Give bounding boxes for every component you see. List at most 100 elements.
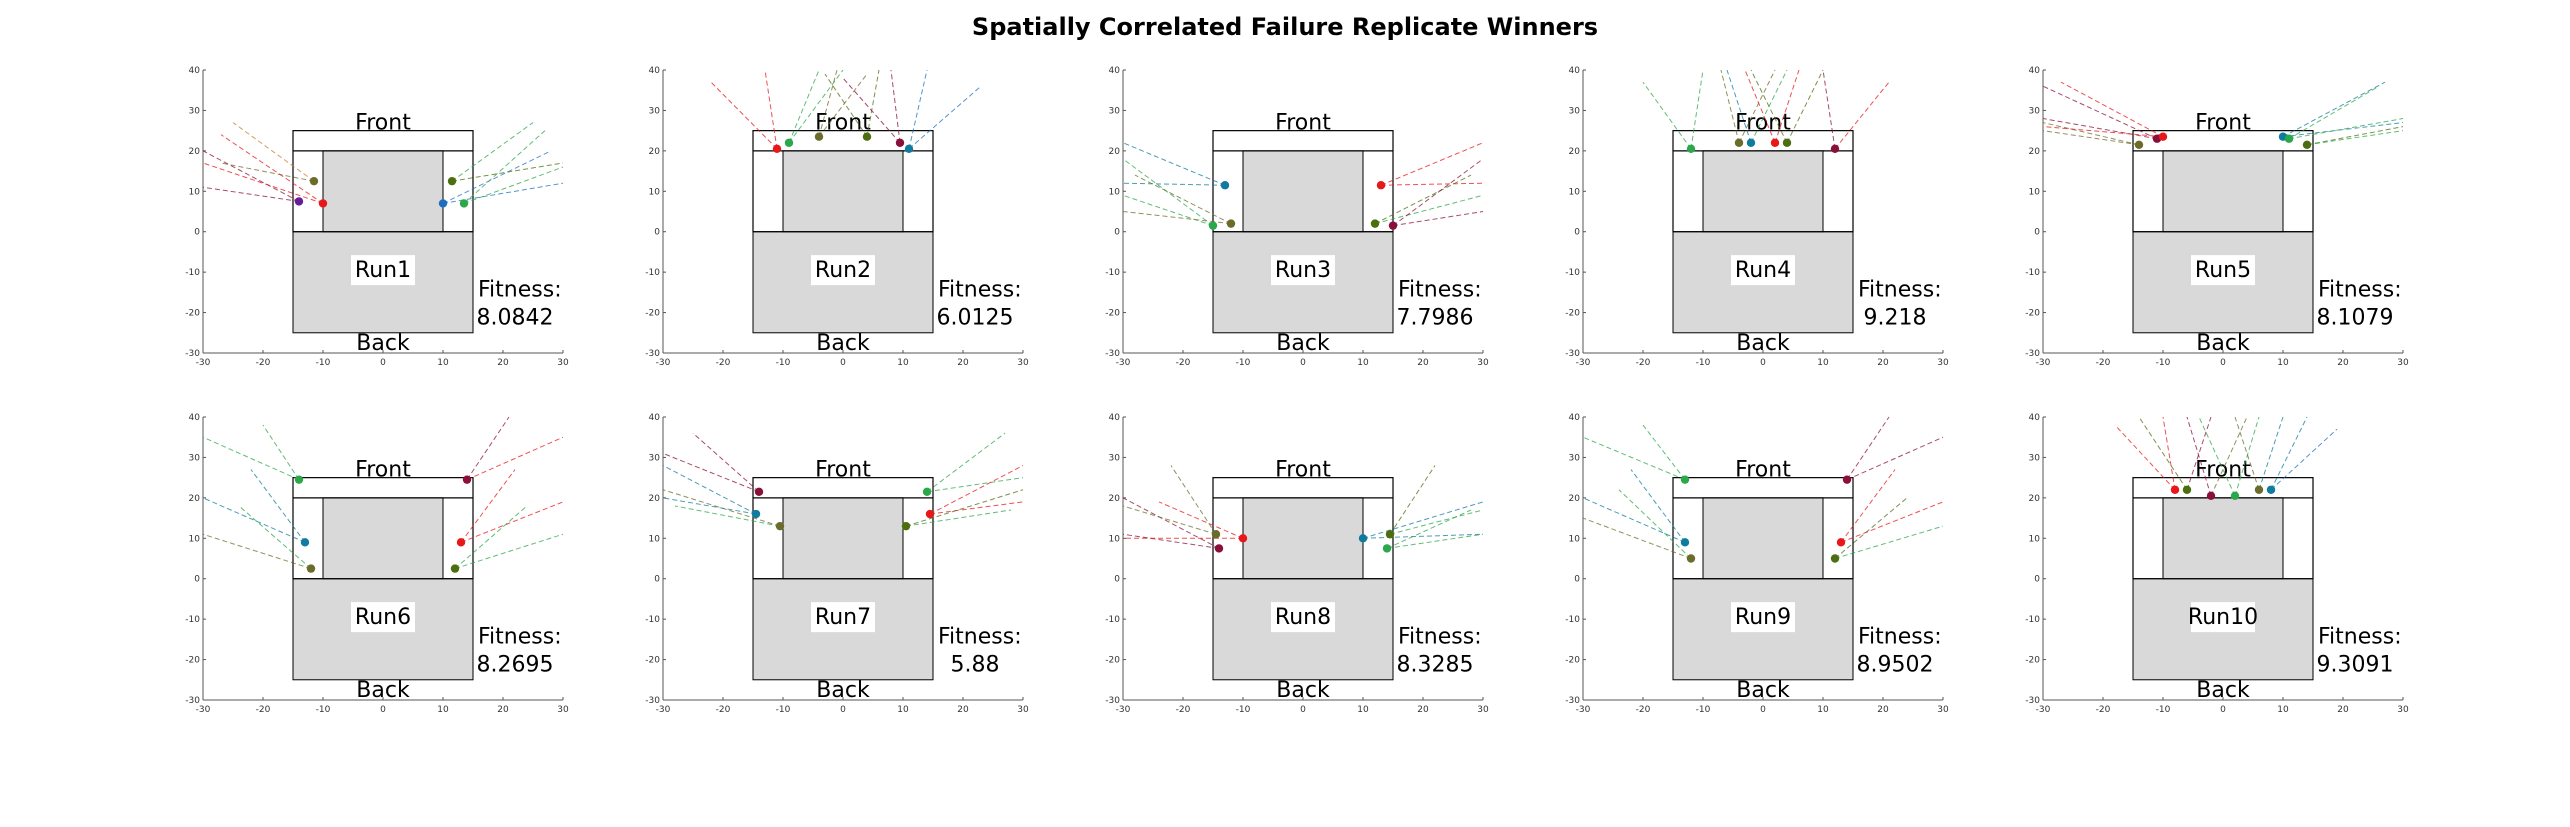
- sensor-ray: [1122, 194, 1214, 227]
- x-tick-label: -20: [1636, 705, 1651, 715]
- sensor-point: [1208, 221, 1218, 230]
- fitness-label: Fitness:: [1858, 624, 1942, 649]
- y-tick-label: 20: [649, 147, 661, 157]
- y-tick-label: 40: [189, 413, 201, 423]
- y-tick-label: -10: [1565, 268, 1580, 278]
- sensor-point: [450, 564, 460, 573]
- sensor-point: [922, 487, 932, 496]
- y-tick-label: 20: [649, 494, 661, 504]
- sensor-point: [1214, 544, 1224, 553]
- sensor-point: [775, 521, 785, 531]
- sensor-ray: [2270, 428, 2338, 491]
- x-tick-label: 10: [1357, 705, 1369, 715]
- front-label: Front: [1275, 458, 1331, 483]
- fitness-label: Fitness:: [2318, 277, 2402, 302]
- y-tick-label: 0: [654, 228, 660, 238]
- sensor-ray: [1690, 69, 1704, 149]
- y-tick-label: -20: [185, 309, 200, 319]
- x-tick-label: 20: [497, 705, 509, 715]
- y-tick-label: -30: [1565, 696, 1580, 706]
- sensor-ray: [2234, 416, 2260, 496]
- sensor-ray: [1122, 533, 1220, 549]
- sensor-ray: [842, 77, 901, 144]
- sensor-point: [895, 138, 905, 147]
- y-tick-label: 0: [1574, 228, 1580, 238]
- x-tick-label: 20: [2337, 705, 2349, 715]
- sensor-ray: [908, 69, 928, 149]
- sensor-ray: [2060, 81, 2164, 138]
- x-tick-label: 20: [957, 358, 969, 368]
- sensor-point: [447, 176, 457, 186]
- sensor-ray: [1834, 81, 1890, 150]
- run-label-box: [1731, 255, 1795, 286]
- x-tick-label: -10: [1696, 705, 1711, 715]
- sensor-ray: [220, 134, 324, 204]
- sensor-ray: [1774, 69, 1800, 143]
- sensor-point: [1782, 138, 1792, 147]
- body-core-section: [322, 497, 444, 580]
- sensor-ray: [2234, 416, 2260, 490]
- x-tick-label: 30: [557, 358, 569, 368]
- sensor-ray: [2042, 118, 2158, 140]
- y-tick-label: 10: [189, 187, 201, 197]
- sensor-point: [462, 475, 472, 484]
- y-tick-label: 30: [1569, 453, 1581, 463]
- x-tick-label: -30: [1576, 358, 1591, 368]
- back-label: Back: [356, 678, 410, 703]
- sensor-point: [1686, 144, 1696, 154]
- sensor-point: [862, 132, 872, 141]
- panel-1: -30 -20 -10 0 10 20 30 -30 -20 -10 0 10 20 30 40 Front B…: [185, 66, 569, 368]
- y-tick-label: -30: [185, 696, 200, 706]
- body-core-section: [322, 150, 444, 233]
- y-tick-label: 10: [2029, 534, 2041, 544]
- sensor-ray: [2306, 126, 2404, 146]
- sensor-ray: [442, 182, 564, 204]
- x-tick-label: 30: [1937, 358, 1949, 368]
- y-tick-label: 0: [1114, 575, 1120, 585]
- sensor-ray: [1158, 501, 1244, 539]
- run-label: Run4: [1735, 258, 1791, 283]
- y-tick-label: 20: [1569, 494, 1581, 504]
- sensor-ray: [1642, 424, 1686, 480]
- x-tick-label: 10: [1817, 358, 1829, 368]
- sensor-ray: [460, 469, 516, 543]
- sensor-point: [2284, 134, 2294, 143]
- sensor-ray: [1744, 69, 1776, 143]
- x-tick-label: -20: [1176, 705, 1191, 715]
- run-label-box: [1271, 602, 1335, 633]
- sensor-ray: [451, 162, 564, 182]
- y-tick-label: -10: [185, 615, 200, 625]
- sensor-ray: [1840, 469, 1896, 543]
- sensor-ray: [1374, 174, 1472, 225]
- y-tick-label: 0: [194, 575, 200, 585]
- x-tick-label: -30: [196, 705, 211, 715]
- sensor-ray: [1122, 211, 1232, 225]
- run-label-box: [2191, 602, 2255, 633]
- sensor-point: [2182, 485, 2192, 494]
- x-tick-label: 20: [957, 705, 969, 715]
- sensor-ray: [1386, 533, 1484, 549]
- sensor-point: [1385, 530, 1395, 539]
- back-label: Back: [1276, 678, 1330, 703]
- sensor-ray: [2210, 416, 2248, 497]
- sensor-point: [1830, 554, 1840, 563]
- sensor-ray: [2288, 85, 2380, 140]
- y-tick-label: 20: [1109, 494, 1121, 504]
- fitness-value: 8.9502: [1857, 653, 1934, 678]
- y-tick-label: 20: [1109, 147, 1121, 157]
- front-label: Front: [1275, 111, 1331, 136]
- sensor-point: [1734, 138, 1744, 147]
- sensor-point: [1211, 530, 1221, 539]
- x-tick-label: -20: [2096, 358, 2111, 368]
- fitness-label: Fitness:: [2318, 624, 2402, 649]
- x-tick-label: 30: [1477, 358, 1489, 368]
- x-tick-label: -30: [1116, 358, 1131, 368]
- sensor-ray: [238, 505, 312, 569]
- front-label: Front: [815, 111, 871, 136]
- sensor-point: [1836, 538, 1846, 547]
- y-tick-label: 0: [654, 575, 660, 585]
- y-tick-label: -30: [645, 696, 660, 706]
- x-tick-label: -30: [1576, 705, 1591, 715]
- fitness-label: Fitness:: [478, 277, 562, 302]
- x-tick-label: 30: [1017, 358, 1029, 368]
